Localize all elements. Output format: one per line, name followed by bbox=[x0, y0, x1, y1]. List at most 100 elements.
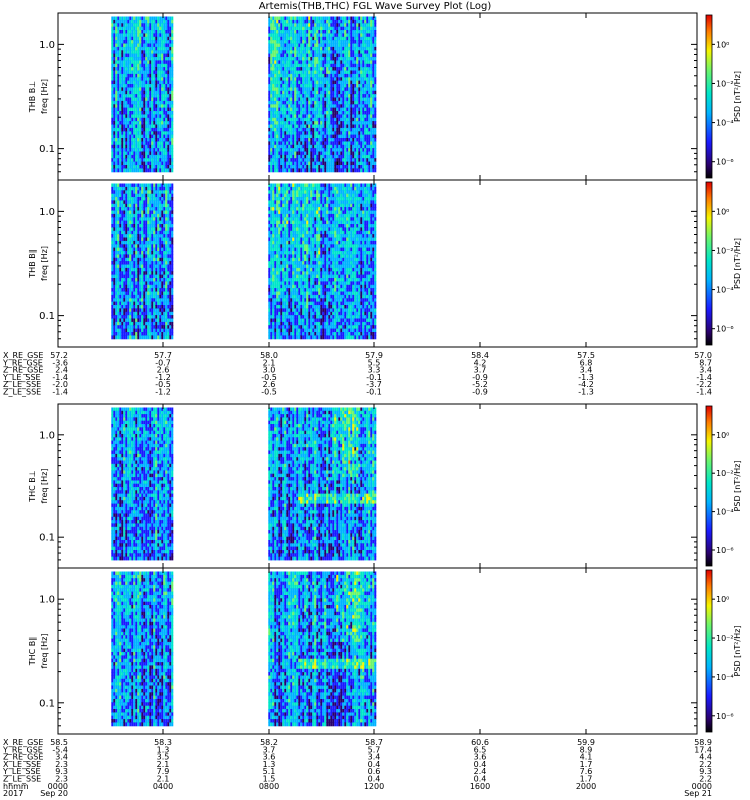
spectrogram-cell bbox=[125, 73, 128, 78]
spectrogram-cell bbox=[153, 60, 156, 65]
spectrogram-cell bbox=[131, 224, 134, 228]
spectrogram-cell bbox=[342, 138, 345, 142]
spectrogram-cell bbox=[284, 141, 287, 146]
spectrogram-cell bbox=[167, 100, 170, 105]
spectrogram-cell bbox=[302, 23, 305, 28]
spectrogram-cell bbox=[121, 237, 124, 242]
spectrogram-cell bbox=[334, 144, 337, 149]
spectrogram-cell bbox=[316, 84, 319, 88]
spectrogram-cell bbox=[123, 190, 126, 195]
spectrogram-cell bbox=[362, 63, 365, 68]
spectrogram-cell bbox=[302, 77, 305, 82]
spectrogram-cell bbox=[366, 158, 369, 163]
spectrogram-cell bbox=[127, 305, 130, 309]
spectrogram-cell bbox=[368, 154, 371, 159]
spectrogram-cell bbox=[290, 124, 293, 129]
spectrogram-cell bbox=[336, 73, 339, 78]
spectrogram-cell bbox=[292, 84, 295, 88]
spectrogram-cell bbox=[356, 131, 359, 136]
spectrogram-cell bbox=[153, 298, 156, 303]
spectrogram-cell bbox=[310, 63, 313, 68]
spectrogram-cell bbox=[121, 53, 124, 58]
spectrogram-cell bbox=[133, 284, 136, 289]
spectrogram-cell bbox=[346, 124, 349, 129]
spectrogram-cell bbox=[368, 138, 371, 142]
spectrogram-cell bbox=[294, 23, 297, 28]
spectrogram-cell bbox=[320, 16, 323, 21]
spectrogram-cell bbox=[163, 134, 166, 139]
spectrogram-cell bbox=[155, 207, 158, 211]
spectrogram-cell bbox=[318, 33, 321, 38]
spectrogram-cell bbox=[286, 87, 289, 92]
spectrogram-cell bbox=[358, 148, 361, 152]
spectrogram-cell bbox=[278, 131, 281, 136]
spectrogram-cell bbox=[344, 46, 347, 51]
spectrogram-cell bbox=[145, 244, 148, 249]
spectrogram-cell bbox=[127, 134, 130, 139]
spectrogram-cell bbox=[143, 227, 146, 232]
spectrogram-cell bbox=[354, 158, 357, 163]
spectrogram-cell bbox=[354, 117, 357, 122]
spectrogram-cell bbox=[282, 104, 285, 109]
spectrogram-cell bbox=[113, 247, 116, 252]
spectrogram-cell bbox=[326, 114, 329, 119]
spectrogram-cell bbox=[354, 97, 357, 102]
spectrogram-cell bbox=[139, 240, 142, 245]
spectrogram-cell bbox=[143, 284, 146, 289]
spectrogram-cell bbox=[135, 217, 138, 222]
spectrogram-cell bbox=[117, 19, 120, 24]
spectrogram-cell bbox=[272, 67, 275, 71]
spectrogram-cell bbox=[344, 134, 347, 139]
spectrogram-cell bbox=[161, 50, 164, 55]
spectrogram-cell bbox=[374, 43, 377, 48]
spectrogram-cell bbox=[276, 80, 279, 85]
spectrogram-cell bbox=[111, 271, 114, 276]
spectrogram-cell bbox=[334, 114, 337, 119]
spectrogram-cell bbox=[119, 325, 122, 330]
spectrogram-cell bbox=[374, 154, 377, 159]
spectrogram-cell bbox=[113, 240, 116, 245]
spectrogram-cell bbox=[268, 131, 271, 136]
spectrogram-cell bbox=[292, 134, 295, 139]
spectrogram-cell bbox=[149, 332, 152, 336]
spectrogram-cell bbox=[159, 144, 162, 149]
spectrogram-cell bbox=[145, 124, 148, 129]
spectrogram-cell bbox=[139, 104, 142, 109]
spectrogram-cell bbox=[288, 73, 291, 78]
spectrogram-cell bbox=[284, 23, 287, 28]
spectrogram-cell bbox=[143, 23, 146, 28]
spectrogram-cell bbox=[113, 318, 116, 323]
spectrogram-cell bbox=[310, 16, 313, 21]
spectrogram-cell bbox=[115, 53, 118, 58]
spectrogram-cell bbox=[318, 73, 321, 78]
spectrogram-cell bbox=[169, 154, 172, 159]
spectrogram-cell bbox=[113, 73, 116, 78]
spectrogram-cell bbox=[276, 46, 279, 51]
spectrogram-cell bbox=[362, 26, 365, 31]
spectrogram-cell bbox=[346, 90, 349, 95]
spectrogram-cell bbox=[143, 121, 146, 125]
spectrogram-cell bbox=[292, 90, 295, 95]
spectrogram-cell bbox=[354, 154, 357, 159]
spectrogram-cell bbox=[131, 237, 134, 242]
spectrogram-cell bbox=[288, 53, 291, 58]
spectrogram-cell bbox=[153, 43, 156, 48]
spectrogram-cell bbox=[358, 100, 361, 105]
spectrogram-cell bbox=[278, 19, 281, 24]
spectrogram-cell bbox=[274, 158, 277, 163]
spectrogram-cell bbox=[364, 161, 367, 166]
spectrogram-cell bbox=[149, 141, 152, 146]
spectrogram-cell bbox=[342, 144, 345, 149]
spectrogram-cell bbox=[310, 43, 313, 48]
spectrogram-cell bbox=[137, 60, 140, 65]
spectrogram-cell bbox=[147, 291, 150, 296]
spectrogram-cell bbox=[131, 40, 134, 44]
spectrogram-cell bbox=[145, 94, 148, 98]
spectrogram-cell bbox=[159, 168, 162, 173]
spectrogram-cell bbox=[272, 70, 275, 75]
spectrogram-cell bbox=[292, 114, 295, 119]
spectrogram-cell bbox=[272, 57, 275, 61]
spectrogram-cell bbox=[137, 325, 140, 330]
spectrogram-cell bbox=[284, 26, 287, 31]
spectrogram-cell bbox=[348, 16, 351, 21]
